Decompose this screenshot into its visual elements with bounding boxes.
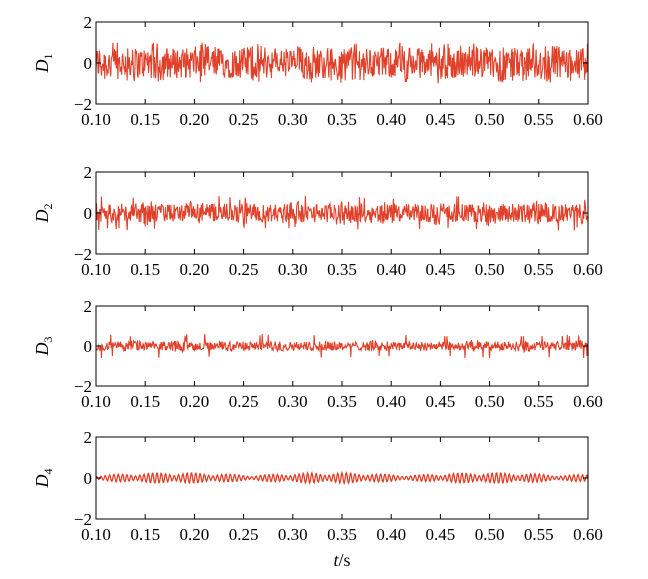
x-tick-label: 0.50	[475, 110, 505, 129]
series-line-3	[95, 334, 589, 358]
x-tick-label: 0.40	[376, 392, 406, 411]
y-axis-label: D4	[32, 469, 55, 489]
series-line-4	[95, 470, 589, 486]
panel-1: 0.10 0.15 0.20 0.25 0.30 0.35 0.40 0.45 0.50 0.55…	[32, 13, 603, 129]
x-tick-label: 0.40	[376, 525, 406, 544]
x-tick-label: 0.55	[524, 392, 554, 411]
series-line-1	[95, 42, 589, 84]
x-tick-label: 0.45	[426, 110, 456, 129]
x-tick-label: 0.40	[376, 110, 406, 129]
x-tick-label: 0.15	[130, 525, 160, 544]
x-tick-label: 0.55	[524, 110, 554, 129]
y-tick-label: 2	[84, 428, 93, 447]
y-tick-label: −2	[74, 377, 92, 396]
x-tick-label: 0.30	[278, 392, 308, 411]
x-tick-label: 0.30	[278, 525, 308, 544]
x-tick-label: 0.30	[278, 260, 308, 279]
panel-3: 0.10 0.15 0.20 0.25 0.30 0.35 0.40 0.45 0.50 0.55…	[32, 297, 603, 411]
y-tick-label: 0	[84, 469, 93, 488]
x-tick-label: 0.35	[327, 260, 357, 279]
x-tick-label: 0.30	[278, 110, 308, 129]
x-tick-label: 0.60	[573, 525, 603, 544]
x-tick-label: 0.15	[130, 392, 160, 411]
panel-2: 0.10 0.15 0.20 0.25 0.30 0.35 0.40 0.45 0.50 0.55…	[32, 163, 603, 279]
x-tick-label: 0.60	[573, 260, 603, 279]
y-tick-label: −2	[74, 510, 92, 529]
panel-4: 0.10 0.15 0.20 0.25 0.30 0.35 0.40 0.45 0.50 0.55…	[32, 428, 603, 544]
x-tick-label: 0.10	[81, 525, 111, 544]
y-tick-label: 0	[84, 337, 93, 356]
x-tick-label: 0.10	[81, 260, 111, 279]
x-tick-label: 0.60	[573, 110, 603, 129]
x-tick-label: 0.10	[81, 392, 111, 411]
x-tick-label: 0.35	[327, 392, 357, 411]
y-tick-label: −2	[74, 95, 92, 114]
x-tick-label: 0.50	[475, 260, 505, 279]
x-tick-label: 0.15	[130, 110, 160, 129]
x-tick-label: 0.35	[327, 525, 357, 544]
series-line-2	[95, 195, 589, 231]
y-axis-label: D3	[32, 337, 55, 357]
x-tick-label: 0.40	[376, 260, 406, 279]
y-tick-label: −2	[74, 245, 92, 264]
x-tick-label: 0.45	[426, 525, 456, 544]
x-tick-label: 0.50	[475, 392, 505, 411]
x-tick-label: 0.10	[81, 110, 111, 129]
y-tick-label: 0	[84, 54, 93, 73]
x-tick-label: 0.25	[229, 260, 259, 279]
y-tick-label: 0	[84, 204, 93, 223]
y-tick-label: 2	[84, 13, 93, 32]
x-tick-label: 0.45	[426, 392, 456, 411]
y-tick-label: 2	[84, 297, 93, 316]
y-tick-label: 2	[84, 163, 93, 182]
y-axis-label: D2	[32, 204, 55, 224]
x-tick-label: 0.60	[573, 392, 603, 411]
y-axis-label: D1	[32, 54, 55, 74]
x-tick-label: 0.20	[180, 392, 210, 411]
x-tick-label: 0.55	[524, 260, 554, 279]
x-tick-label: 0.20	[180, 110, 210, 129]
x-tick-label: 0.45	[426, 260, 456, 279]
x-tick-label: 0.25	[229, 525, 259, 544]
x-tick-label: 0.20	[180, 525, 210, 544]
x-tick-label: 0.15	[130, 260, 160, 279]
x-tick-label: 0.25	[229, 392, 259, 411]
x-tick-label: 0.25	[229, 110, 259, 129]
x-tick-label: 0.35	[327, 110, 357, 129]
x-axis-label: t/s	[333, 550, 350, 570]
x-tick-label: 0.50	[475, 525, 505, 544]
x-tick-label: 0.20	[180, 260, 210, 279]
x-tick-label: 0.55	[524, 525, 554, 544]
